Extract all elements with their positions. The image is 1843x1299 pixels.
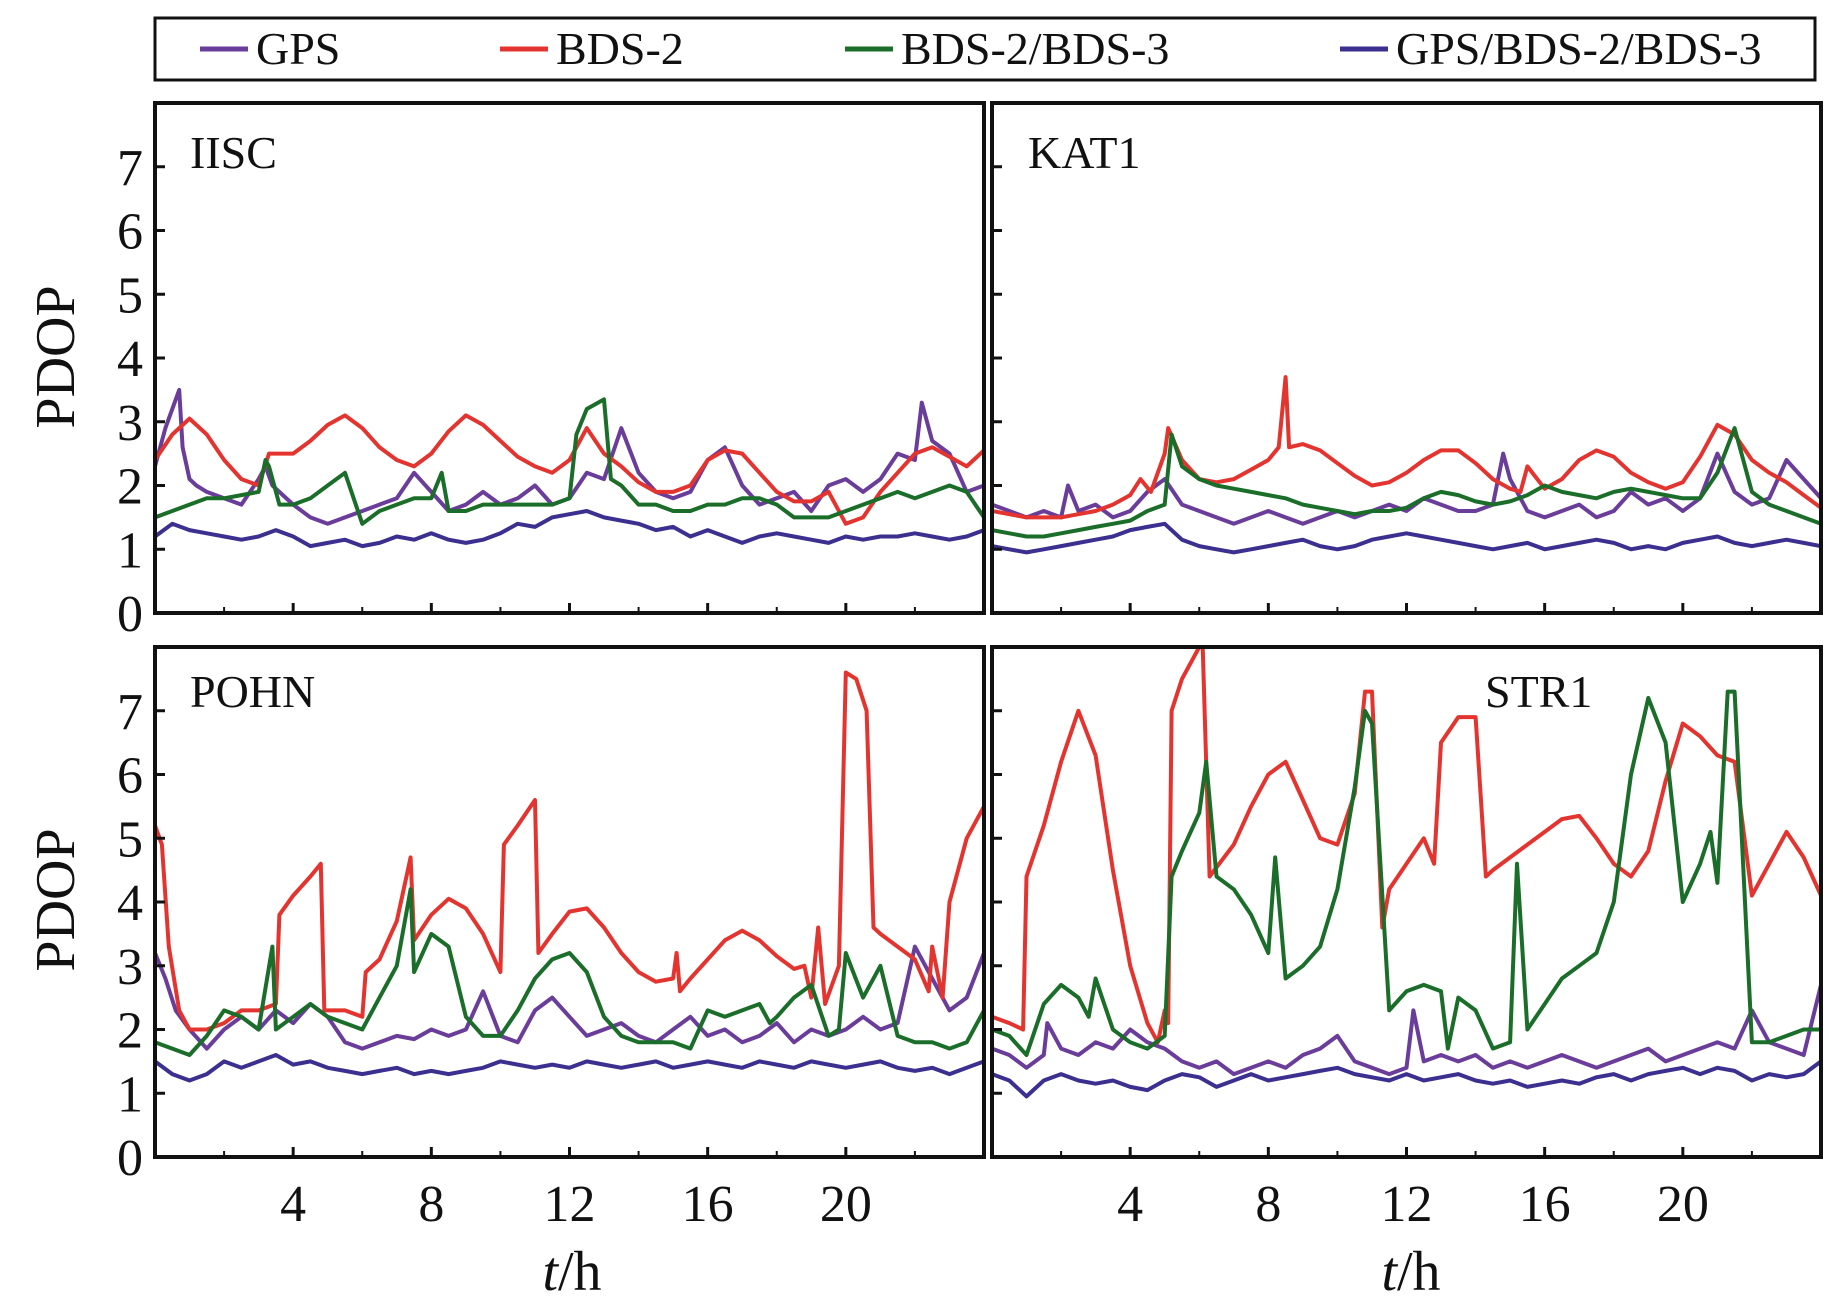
series-group-str1: [992, 647, 1821, 1099]
x-tick-label-str1-8: 8: [1255, 1176, 1281, 1233]
legend-label-gps-bds2-bds3: GPS/BDS-2/BDS-3: [1396, 23, 1762, 74]
series-line-pohn-gps: [155, 944, 984, 1051]
panel-frame-iisc: [153, 101, 986, 615]
series-group-pohn: [155, 670, 984, 1083]
series-line-iisc-gps-bds-2-bds-3: [155, 509, 984, 549]
x-axis-title-left: t/h: [542, 1241, 601, 1299]
panel-frame-pohn: [153, 645, 986, 1159]
station-label-str1: STR1: [1485, 666, 1592, 717]
y-axis-title-bottom: PDOP: [25, 828, 87, 971]
y-tick-label-iisc-7: 7: [117, 140, 143, 197]
x-tick-label-pohn-8: 8: [418, 1176, 444, 1233]
x-axis-title-right-var: t: [1381, 1241, 1398, 1299]
y-tick-label-pohn-5: 5: [117, 811, 143, 868]
x-tick-label-str1-12: 12: [1381, 1176, 1433, 1233]
x-tick-label-str1-16: 16: [1519, 1176, 1571, 1233]
series-line-str1-bds-2: [992, 647, 1821, 1045]
series-line-iisc-bds-2-bds-3: [155, 397, 984, 526]
y-tick-label-pohn-6: 6: [117, 748, 143, 805]
series-group-iisc: [155, 387, 984, 549]
series-line-kat1-bds-2-bds-3: [992, 426, 1821, 539]
y-tick-label-iisc-1: 1: [117, 522, 143, 579]
x-axis-title-left-unit: /h: [558, 1241, 602, 1299]
series-line-str1-bds-2-bds-3: [992, 689, 1821, 1057]
series-line-pohn-gps-bds-2-bds-3: [155, 1053, 984, 1083]
legend-frame: [153, 16, 1817, 82]
series-group-kat1: [992, 375, 1821, 555]
x-tick-label-pohn-4: 4: [280, 1176, 306, 1233]
y-tick-label-iisc-2: 2: [117, 459, 143, 516]
panel-str1: 4 8 12 16 20 STR1: [990, 645, 1823, 1233]
panel-iisc: 0 1 2 3 4 5 6 7 IISC: [117, 101, 986, 643]
series-line-kat1-gps-bds-2-bds-3: [992, 521, 1821, 555]
series-line-pohn-bds-2-bds-3: [155, 887, 984, 1057]
x-tick-label-pohn-12: 12: [544, 1176, 596, 1233]
legend-entry-bds2-bds3: BDS-2/BDS-3: [845, 23, 1169, 74]
legend: GPS BDS-2 BDS-2/BDS-3 GPS/BDS-2/BDS-3: [153, 16, 1817, 82]
station-label-iisc: IISC: [190, 127, 277, 178]
x-axis-title-right: t/h: [1381, 1241, 1440, 1299]
y-tick-label-iisc-3: 3: [117, 395, 143, 452]
x-tick-label-str1-4: 4: [1117, 1176, 1143, 1233]
x-axis-title-right-unit: /h: [1397, 1241, 1441, 1299]
y-tick-label-pohn-4: 4: [117, 875, 143, 932]
series-line-pohn-bds-2: [155, 670, 984, 1032]
y-tick-label-pohn-2: 2: [117, 1003, 143, 1060]
y-tick-label-pohn-0: 0: [117, 1130, 143, 1187]
station-label-kat1: KAT1: [1028, 127, 1140, 178]
x-tick-label-pohn-16: 16: [682, 1176, 734, 1233]
y-tick-label-iisc-5: 5: [117, 267, 143, 324]
legend-label-bds2: BDS-2: [556, 23, 684, 74]
series-line-str1-gps-bds-2-bds-3: [992, 1059, 1821, 1099]
legend-label-gps: GPS: [256, 23, 340, 74]
legend-label-bds2-bds3: BDS-2/BDS-3: [901, 23, 1169, 74]
y-tick-label-pohn-1: 1: [117, 1066, 143, 1123]
y-tick-label-iisc-6: 6: [117, 204, 143, 261]
legend-entry-bds2: BDS-2: [500, 23, 684, 74]
legend-entry-gps: GPS: [200, 23, 340, 74]
series-line-str1-gps: [992, 982, 1821, 1077]
series-line-kat1-bds-2: [992, 375, 1821, 520]
x-tick-label-pohn-20: 20: [820, 1176, 872, 1233]
y-axis-title-top: PDOP: [25, 285, 87, 428]
series-line-kat1-gps: [992, 451, 1821, 526]
legend-entry-gps-bds2-bds3: GPS/BDS-2/BDS-3: [1340, 23, 1762, 74]
x-tick-label-str1-20: 20: [1657, 1176, 1709, 1233]
y-tick-label-iisc-0: 0: [117, 586, 143, 643]
x-axis-title-left-var: t: [542, 1241, 559, 1299]
series-line-iisc-bds-2: [155, 413, 984, 526]
y-tick-label-pohn-3: 3: [117, 939, 143, 996]
y-tick-label-iisc-4: 4: [117, 331, 143, 388]
station-label-pohn: POHN: [190, 666, 315, 717]
panel-kat1: KAT1: [990, 101, 1823, 615]
y-tick-label-pohn-7: 7: [117, 684, 143, 741]
